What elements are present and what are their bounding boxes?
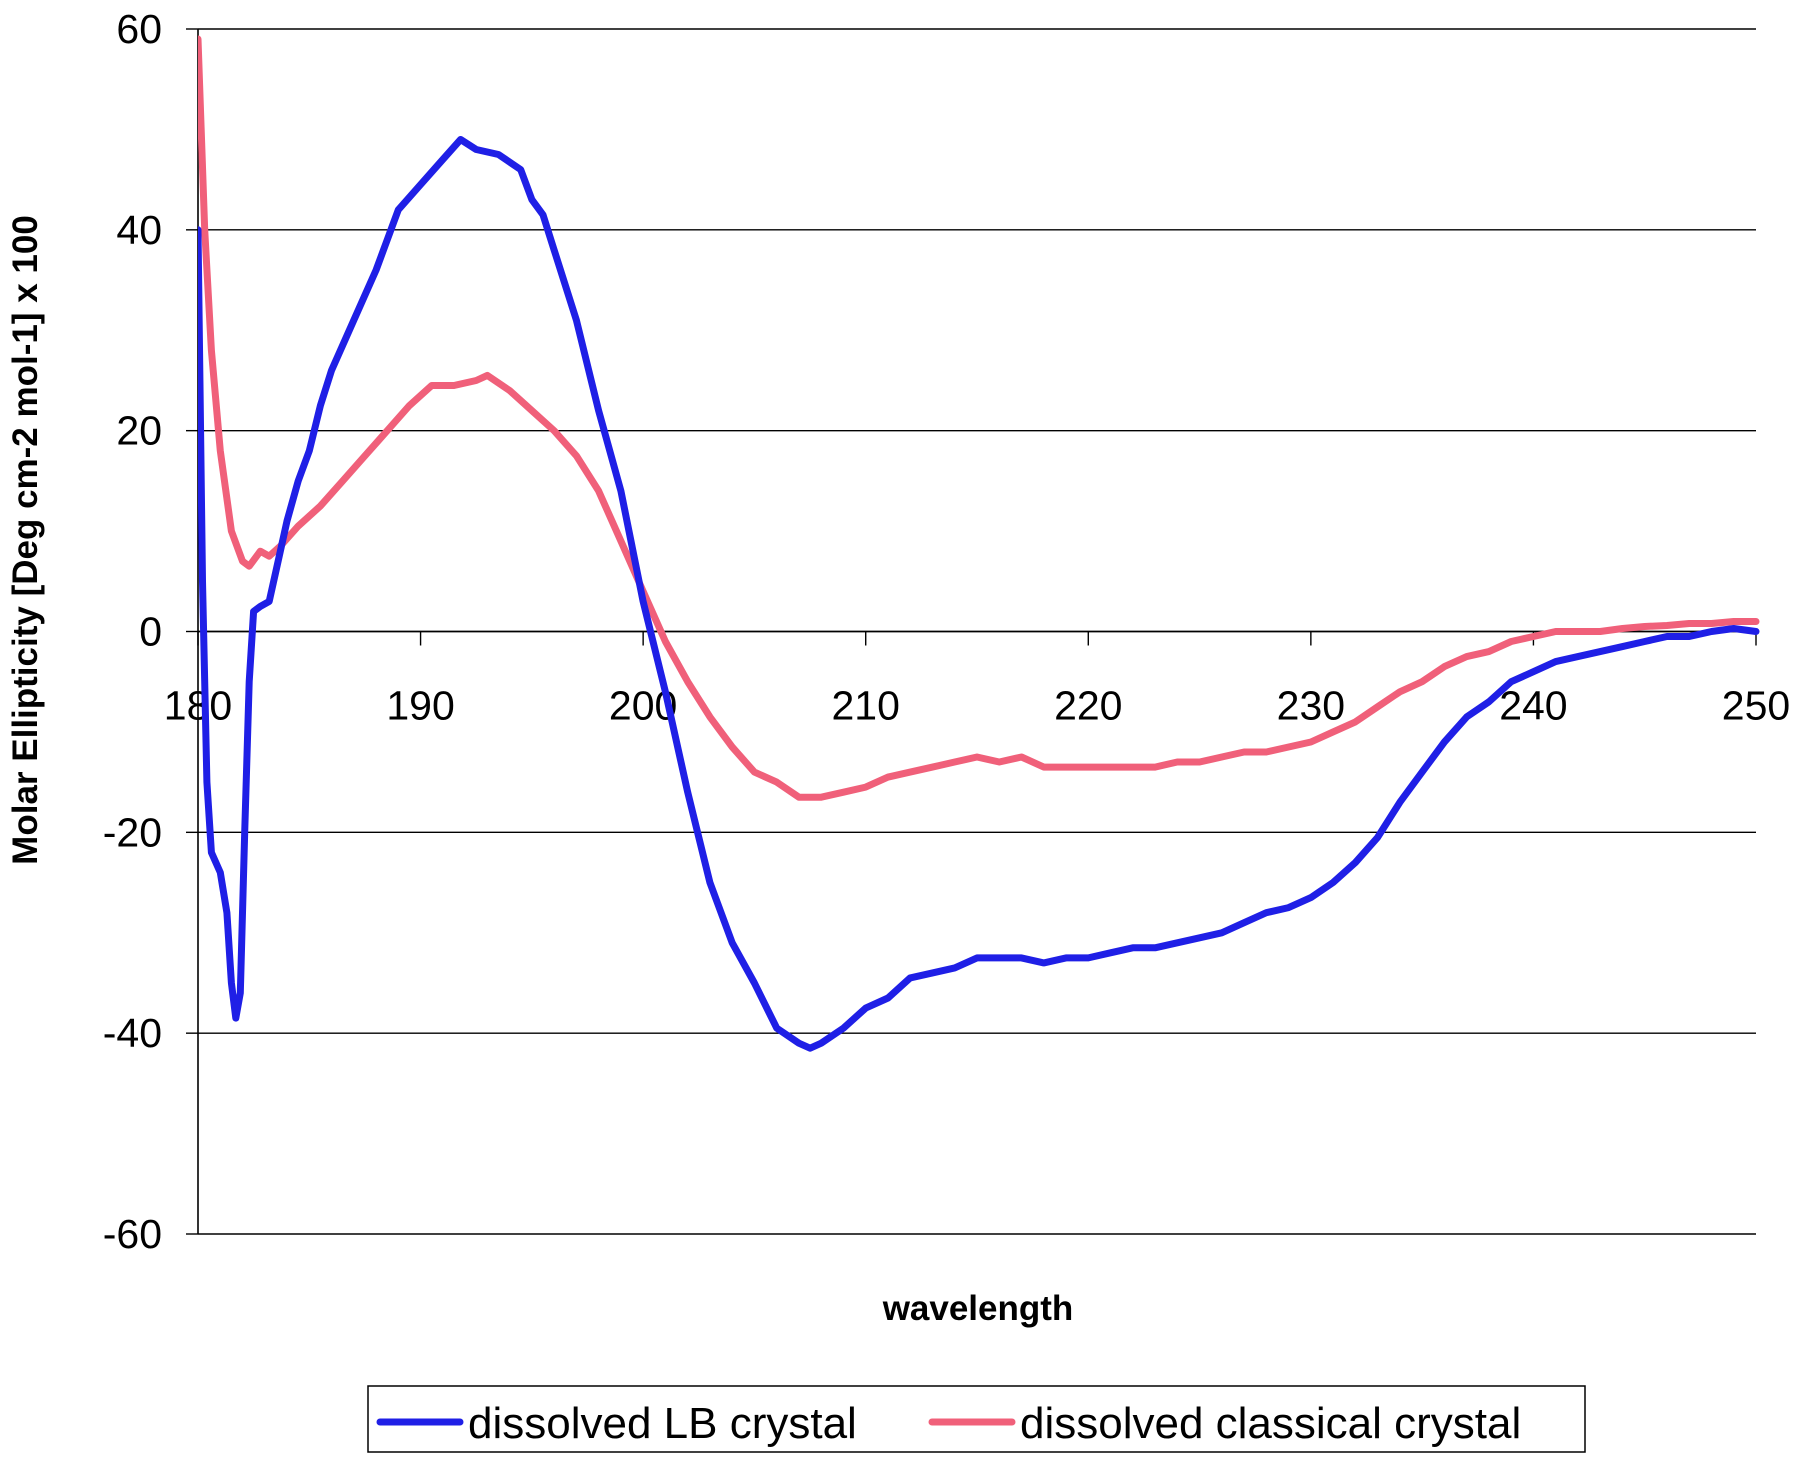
x-tick-labels: 180 190 200 210 220 230 240 250 bbox=[164, 683, 1790, 729]
x-tick-label-1: 190 bbox=[386, 683, 454, 729]
y-axis-title: Molar Ellipticity [Deg cm-2 mol-1] x 100 bbox=[6, 215, 45, 865]
y-tick-label-0: 60 bbox=[116, 6, 162, 52]
y-tick-label-3: 0 bbox=[139, 609, 162, 655]
y-tick-label-2: 20 bbox=[116, 408, 162, 454]
x-tick-label-4: 220 bbox=[1054, 683, 1122, 729]
series-line-1 bbox=[198, 35, 1760, 801]
y-tick-labels: 60 40 20 0 -20 -40 -60 bbox=[103, 6, 162, 1257]
legend: dissolved LB crystal dissolved classical… bbox=[367, 1385, 1586, 1453]
y-tick-label-1: 40 bbox=[116, 207, 162, 253]
y-tick-label-5: -40 bbox=[103, 1010, 162, 1056]
y-tick-label-6: -60 bbox=[103, 1211, 162, 1257]
x-tick-label-3: 210 bbox=[832, 683, 900, 729]
legend-label-classical: dissolved classical crystal bbox=[1020, 1399, 1521, 1448]
series-lines bbox=[198, 35, 1760, 1052]
series-line-0 bbox=[198, 136, 1760, 1052]
x-tick-label-6: 240 bbox=[1499, 683, 1567, 729]
x-tick-label-0: 180 bbox=[164, 683, 232, 729]
legend-label-lb: dissolved LB crystal bbox=[468, 1399, 857, 1448]
y-tick-label-4: -20 bbox=[103, 809, 162, 855]
x-tick-label-5: 230 bbox=[1277, 683, 1345, 729]
x-axis-title: wavelength bbox=[882, 1289, 1074, 1328]
x-tick-label-7: 250 bbox=[1722, 683, 1790, 729]
